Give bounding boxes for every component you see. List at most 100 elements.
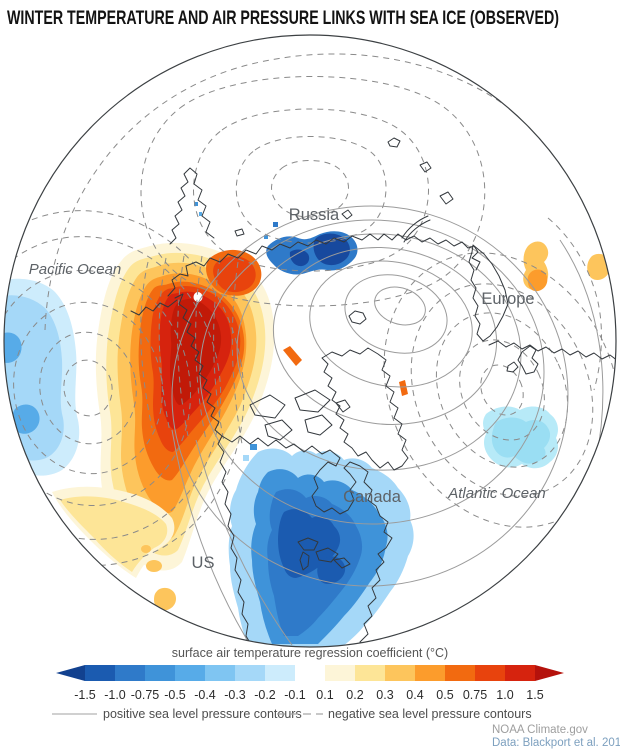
colorbar-segment [355,665,385,681]
cold-canada-speck-2 [243,455,249,461]
colorbar-tick: -0.5 [164,688,186,702]
colorbar-tick: 0.2 [346,688,363,702]
colorbar-segment [415,665,445,681]
pos-contour-2 [344,274,448,354]
colorbar-segment [295,665,325,681]
warm-se-gold [555,541,565,549]
island-novaya-zemlya-2 [403,219,431,243]
colorbar-tick: -0.1 [284,688,306,702]
cold-anomaly-atlantic [483,406,558,469]
coastline-alaska-peninsula [130,299,178,316]
colorbar-segment [265,665,295,681]
cold-russia-speck-3 [194,202,198,206]
coastlines [130,137,616,647]
lake-superior [297,537,319,551]
neg-contour-atlantic-1 [480,364,524,416]
cold-anomaly-canada [228,444,414,647]
pos-contour-3 [309,260,473,388]
warm-alaska-hook-red [213,256,256,293]
neg-contour-pacific-2 [39,331,137,445]
coastline-greenland [321,347,409,471]
credit-source: NOAA Climate.gov [492,724,588,736]
colorbar-tick: -0.75 [131,688,160,702]
page-title: WINTER TEMPERATURE AND AIR PRESSURE LINK… [7,6,559,28]
colorbar-tick: -1.5 [74,688,96,702]
neg-contour-siberia-4 [140,76,486,307]
colorbar-tick: -0.3 [224,688,246,702]
warm-mark-norway [283,346,302,366]
colorbar-tick: -0.2 [254,688,276,702]
cold-anomaly-russia-coast [194,202,358,275]
colorbar-segment [235,665,265,681]
pos-contour-5 [236,233,522,471]
warm-sw-gold-2 [154,587,177,611]
warm-anomaly-southeast-edge [548,533,578,561]
pos-contour-east-edge [559,239,604,461]
island-arctic-1 [249,394,286,419]
island-arctic-5 [335,399,351,413]
colorbar-segment [85,665,115,681]
lake-huron [315,547,339,563]
coastline-scandinavia [468,244,509,342]
neg-contour-atlantic-2 [459,339,545,441]
legend-positive-label: positive sea level pressure contours [103,707,302,721]
colorbar-segment [475,665,505,681]
warm-anomaly-europe [523,241,611,292]
neg-contour-atlantic-4 [410,283,594,497]
island-arctic-2 [294,389,331,413]
lake-michigan [299,551,310,571]
colorbar-tick: 0.75 [463,688,487,702]
colorbar-arrow-right [535,665,564,681]
colorbar-ticks: -1.5 -1.0 -0.75 -0.5 -0.4 -0.3 -0.2 -0.1… [74,688,544,702]
colorbar-tick: 0.5 [436,688,453,702]
coastline-kamchatka [169,167,215,245]
negative-pressure-contours [4,53,616,566]
warm-marks-coastal [283,346,408,396]
label-europe: Europe [481,290,534,308]
island-wrangel [234,228,245,237]
colorbar-tick: -1.0 [104,688,126,702]
label-canada: Canada [343,488,402,506]
map-area [4,35,616,647]
credits: NOAA Climate.gov Data: Blackport et al. … [492,724,620,749]
neg-contour-siberia-3 [193,108,429,272]
cold-russia-core-1 [313,233,350,266]
island-iceland [348,310,367,325]
cold-pacific-spot-1 [4,332,22,363]
cold-canada-speck-1 [250,444,257,450]
colorbar-segment [115,665,145,681]
lake-erie-ontario [333,557,351,569]
neg-contour-pacific-5 [4,236,222,540]
neg-contour-siberia-1 [271,160,349,218]
colorbar: surface air temperature regression coeff… [56,646,564,702]
colorbar-segment [445,665,475,681]
colorbar-segment [325,665,355,681]
warm-anomaly-us-southwest [52,486,177,611]
map-labels: Russia Europe Canada US Pacific Ocean At… [29,206,546,572]
neg-contour-pacific-1 [63,359,113,417]
island-svalbard [419,161,432,173]
colorbar-tick: 1.5 [526,688,543,702]
neg-contour-alaska-3 [177,255,189,437]
pos-contour-4 [272,246,498,426]
colorbar-segment [145,665,175,681]
label-pacific-ocean: Pacific Ocean [29,261,122,278]
neg-contour-pacific-3 [13,301,163,475]
cold-pacific-spot-2 [12,404,40,434]
warm-anomaly-alaska [95,242,275,571]
contour-legend: positive sea level pressure contours neg… [52,707,532,721]
neg-contour-pacific-4 [4,269,192,507]
map-outline [3,34,617,648]
cold-russia-speck-2 [264,235,268,239]
colorbar-tick: -0.4 [194,688,216,702]
label-us: US [192,554,215,572]
neg-contour-alaska-6 [231,261,243,445]
warm-sw-gold-3 [141,545,151,553]
neg-contour-alaska-1 [140,261,153,429]
pos-contour-7 [171,205,569,587]
legend-negative-label: negative sea level pressure contours [328,707,532,721]
cold-canada-core-2 [317,556,346,584]
warm-se-yellow [548,533,578,561]
cold-russia-speck-1 [273,222,278,227]
